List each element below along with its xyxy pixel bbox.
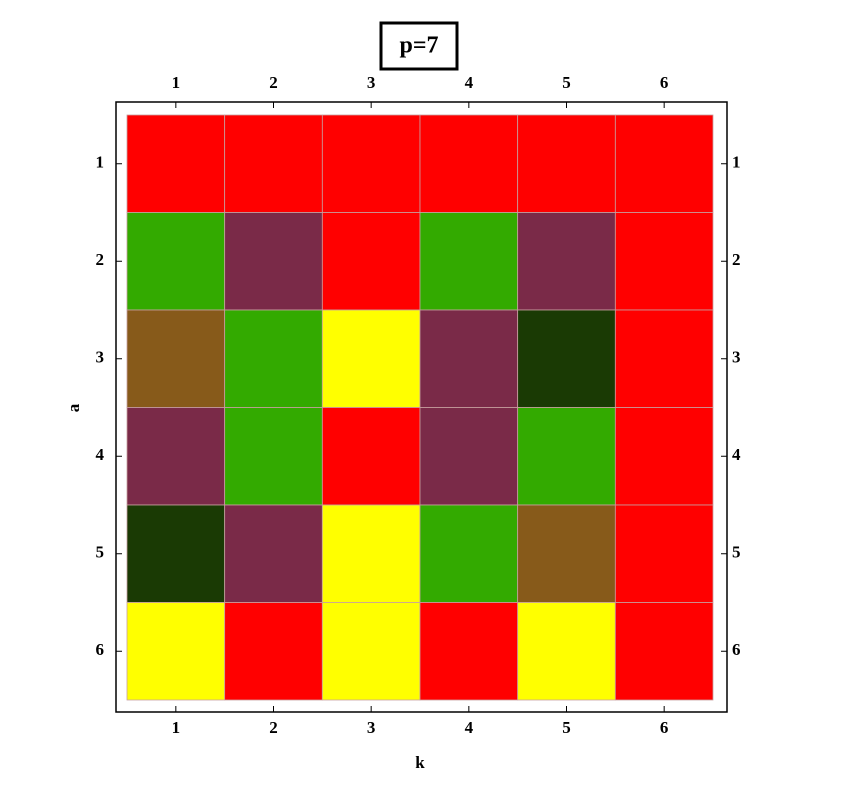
cell xyxy=(517,212,616,311)
x-tick-label: 5 xyxy=(562,718,571,737)
cell xyxy=(614,309,714,408)
y-tick-label: 2 xyxy=(732,250,741,269)
x-tick-label: 4 xyxy=(465,718,474,737)
cell xyxy=(321,407,421,506)
cell xyxy=(419,407,519,506)
cell xyxy=(126,504,226,603)
x-tick-label: 6 xyxy=(660,718,669,737)
cell xyxy=(614,504,714,603)
y-axis-label: a xyxy=(64,403,83,412)
frame xyxy=(115,101,728,713)
cell xyxy=(419,309,519,408)
cell xyxy=(321,504,421,603)
cell xyxy=(517,114,616,213)
cell xyxy=(321,602,421,701)
cell xyxy=(517,602,616,701)
x-tick-label: 1 xyxy=(172,718,181,737)
cell xyxy=(321,309,421,408)
cell xyxy=(126,602,226,701)
cell xyxy=(126,309,226,408)
cell xyxy=(224,504,323,603)
cell xyxy=(419,504,519,603)
x-tick-label: 3 xyxy=(367,718,376,737)
cell xyxy=(321,212,421,311)
y-tick-label: 5 xyxy=(732,543,741,562)
y-tick-label: 3 xyxy=(96,348,105,367)
x-tick-label: 4 xyxy=(465,73,474,92)
y-tick-label: 5 xyxy=(96,543,105,562)
cell xyxy=(517,407,616,506)
y-tick-label: 3 xyxy=(732,348,741,367)
cell xyxy=(419,114,519,213)
x-tick-label: 2 xyxy=(269,73,278,92)
cell xyxy=(614,407,714,506)
cell xyxy=(517,309,616,408)
cell xyxy=(126,114,226,213)
cell xyxy=(614,602,714,701)
y-tick-label: 1 xyxy=(96,153,105,172)
cell xyxy=(614,114,714,213)
cell xyxy=(126,407,226,506)
x-tick-label: 1 xyxy=(172,73,181,92)
cell xyxy=(224,602,323,701)
y-tick-label: 1 xyxy=(732,153,741,172)
cell xyxy=(224,212,323,311)
x-tick-label: 5 xyxy=(562,73,571,92)
y-tick-label: 4 xyxy=(732,445,741,464)
x-tick-label: 2 xyxy=(269,718,278,737)
cell xyxy=(614,212,714,311)
x-tick-label: 3 xyxy=(367,73,376,92)
cell xyxy=(517,504,616,603)
y-tick-label: 4 xyxy=(96,445,105,464)
x-tick-label: 6 xyxy=(660,73,669,92)
x-axis-label: k xyxy=(415,753,425,772)
y-tick-label: 2 xyxy=(96,250,105,269)
y-tick-label: 6 xyxy=(732,640,741,659)
cell xyxy=(419,602,519,701)
cell xyxy=(321,114,421,213)
cell xyxy=(419,212,519,311)
chart-title: p=7 xyxy=(399,33,438,59)
title-box xyxy=(379,21,459,71)
cell xyxy=(224,407,323,506)
cell xyxy=(224,309,323,408)
cell xyxy=(224,114,323,213)
cell xyxy=(126,212,226,311)
y-tick-label: 6 xyxy=(96,640,105,659)
